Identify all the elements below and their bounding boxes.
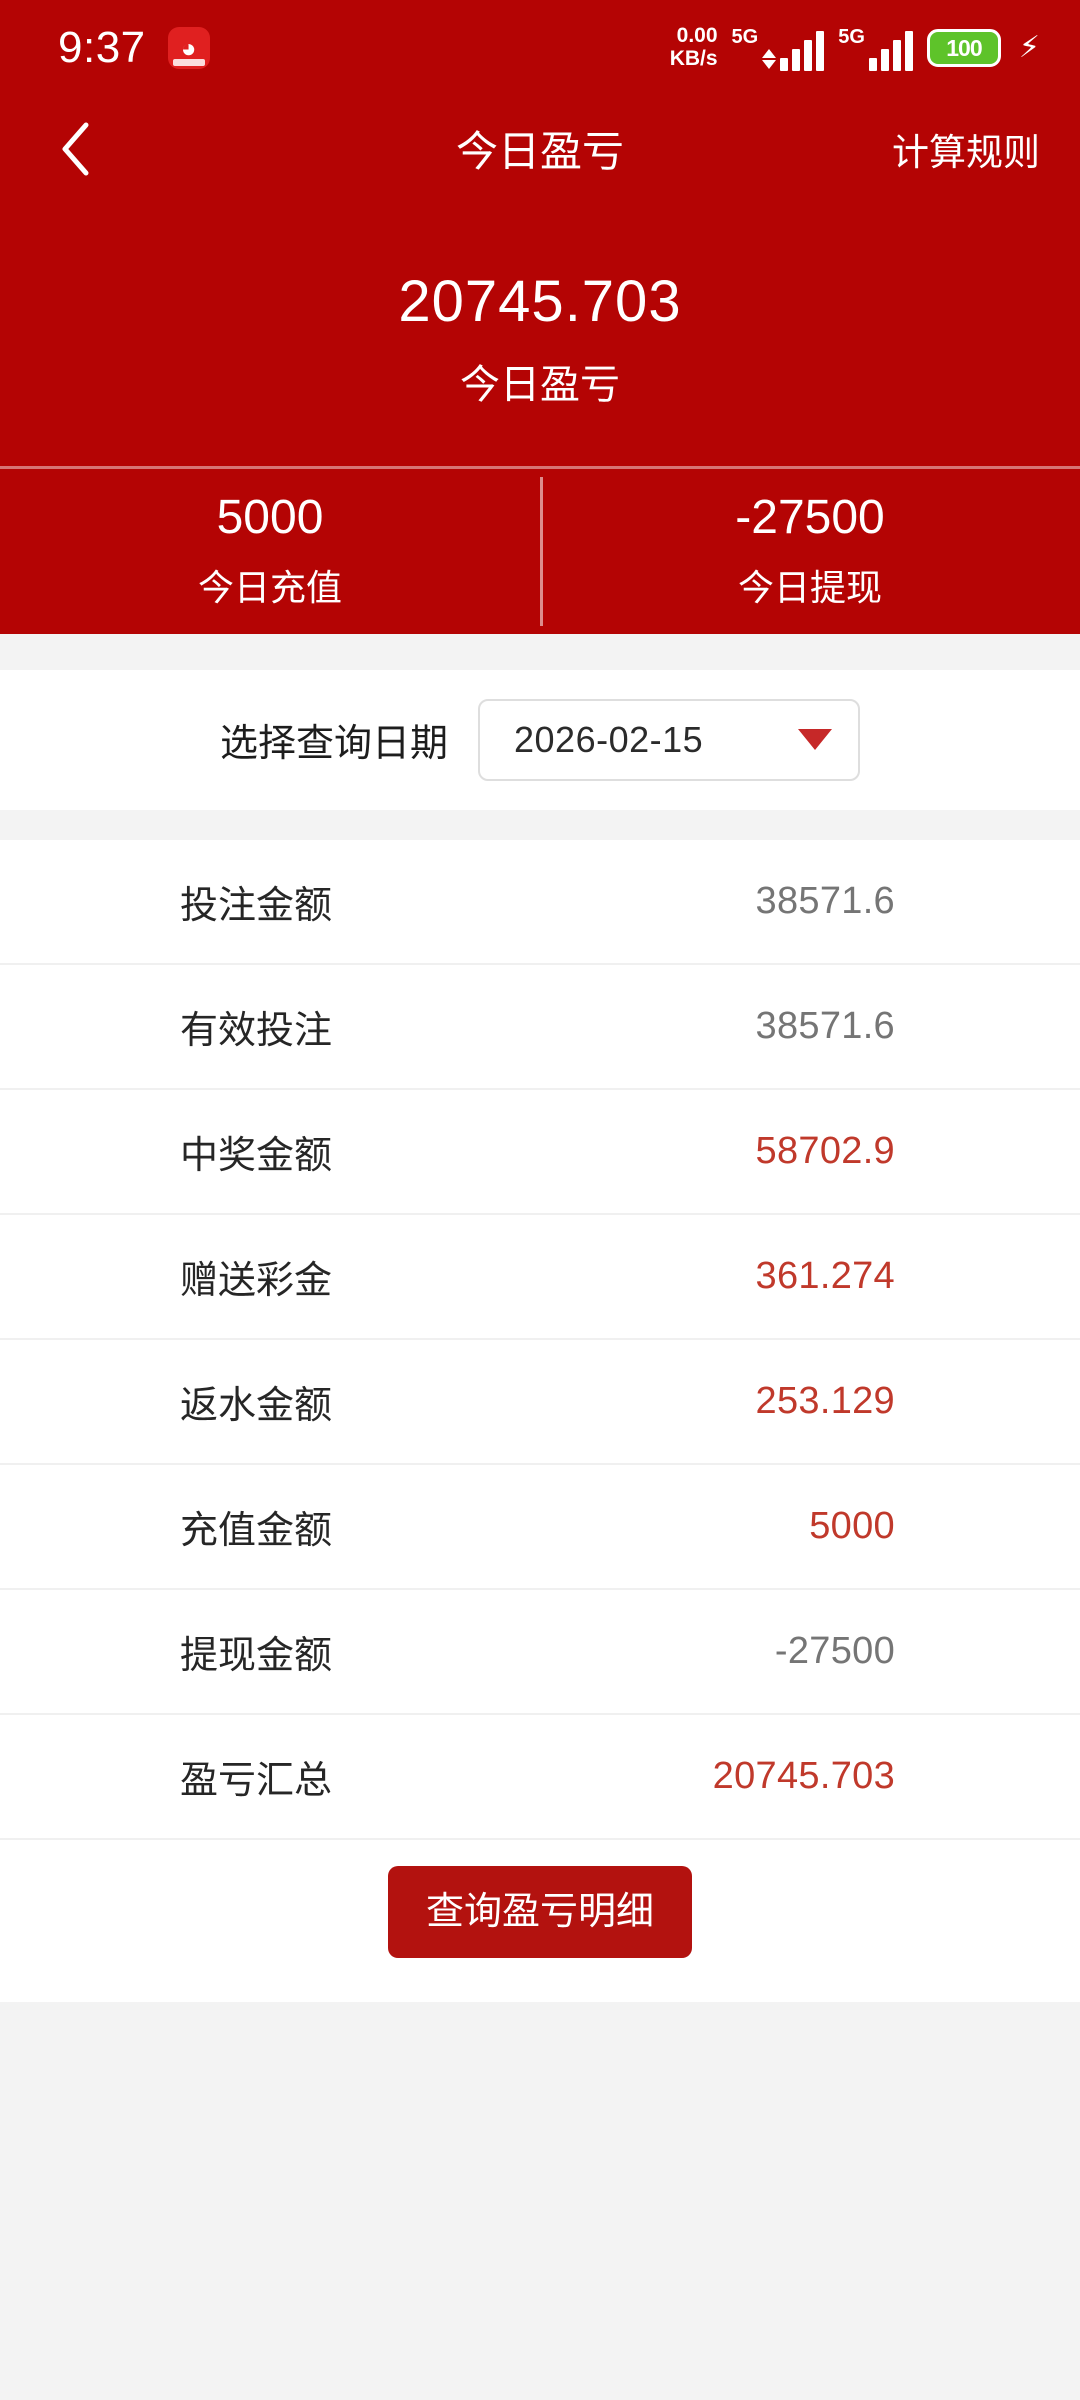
network-speed-unit: KB/s: [669, 47, 718, 70]
red-header-region: 9:37 ◕ 0.00 KB/s 5G: [0, 0, 1080, 634]
signal-bars-icon-2: [868, 30, 913, 71]
detail-list: 投注金额 38571.6 有效投注 38571.6 中奖金额 58702.9 赠…: [0, 839, 1080, 2002]
stat-label: 今日充值: [197, 566, 342, 608]
table-row: 充值金额 5000: [0, 1465, 1080, 1590]
stat-cell-deposit: 5000 今日充值: [0, 469, 540, 634]
signal-bar-2: [880, 48, 889, 71]
table-row: 中奖金额 58702.9: [0, 1090, 1080, 1215]
signal-bar-4: [904, 30, 913, 71]
calculation-rules-button[interactable]: 计算规则: [892, 131, 1040, 173]
status-clock: 9:37: [58, 23, 146, 72]
arrow-down-icon: [762, 59, 777, 69]
action-area: 查询盈亏明细: [0, 1839, 1080, 2002]
table-row: 有效投注 38571.6: [0, 965, 1080, 1090]
query-detail-button[interactable]: 查询盈亏明细: [387, 1865, 692, 1958]
stat-cell-withdraw: -27500 今日提现: [540, 469, 1080, 634]
signal-bar-1: [868, 57, 877, 71]
signal-bar-3: [892, 39, 901, 71]
row-value: 38571.6: [755, 879, 895, 922]
row-label: 投注金额: [180, 884, 333, 927]
row-label: 盈亏汇总: [180, 1759, 333, 1802]
status-bar-left: 9:37 ◕: [58, 23, 210, 73]
hero-amount: 20745.703: [398, 269, 682, 334]
status-bar-right: 0.00 KB/s 5G: [670, 25, 1040, 71]
date-select[interactable]: 2026-02-15: [478, 698, 860, 781]
signal-bar-4: [816, 30, 825, 71]
row-value: 5000: [809, 1504, 895, 1547]
app-badge-glyph: ◕: [180, 33, 197, 63]
app-badge-bar: [172, 59, 205, 66]
sim1-network-label: 5G: [731, 25, 759, 48]
signal-bar-2: [792, 48, 801, 71]
network-speed-value: 0.00: [676, 24, 718, 48]
signal-bar-1: [780, 57, 789, 71]
row-label: 充值金额: [180, 1509, 333, 1552]
row-value: 20745.703: [712, 1754, 895, 1797]
row-label: 赠送彩金: [180, 1259, 333, 1302]
network-speed-indicator: 0.00 KB/s: [670, 25, 718, 70]
signal-bars-icon: [780, 30, 825, 71]
row-label: 中奖金额: [180, 1134, 333, 1177]
row-value: 38571.6: [755, 1004, 895, 1047]
battery-percent-label: 100: [946, 34, 982, 61]
row-label: 提现金额: [180, 1634, 333, 1677]
sim2-signal-indicator: 5G: [838, 26, 913, 71]
stat-value: -27500: [735, 490, 885, 544]
table-row: 盈亏汇总 20745.703: [0, 1715, 1080, 1840]
app-badge-icon: ◕: [167, 27, 210, 69]
today-stats-row: 5000 今日充值 -27500 今日提现: [0, 465, 1080, 634]
section-gap-top: [0, 633, 1080, 670]
caret-down-icon: [798, 729, 832, 751]
lightning-bolt-icon: ⚡: [1018, 31, 1040, 64]
signal-bar-3: [804, 39, 813, 71]
date-picker-label: 选择查询日期: [219, 723, 448, 766]
table-row: 返水金额 253.129: [0, 1340, 1080, 1465]
row-label: 返水金额: [180, 1384, 333, 1427]
date-picker-card: 选择查询日期 2026-02-15: [0, 669, 1080, 810]
status-bar: 9:37 ◕ 0.00 KB/s 5G: [0, 0, 1080, 96]
row-value: -27500: [774, 1629, 895, 1672]
row-label: 有效投注: [180, 1009, 333, 1052]
row-value: 253.129: [755, 1379, 895, 1422]
stat-value: 5000: [216, 490, 324, 544]
table-row: 提现金额 -27500: [0, 1590, 1080, 1715]
table-row: 投注金额 38571.6: [0, 840, 1080, 965]
stat-label: 今日提现: [737, 566, 882, 608]
battery-icon: 100: [926, 29, 1001, 67]
hero-label: 今日盈亏: [460, 362, 620, 407]
section-gap-middle: [0, 809, 1080, 840]
table-row: 赠送彩金 361.274: [0, 1215, 1080, 1340]
arrow-up-icon: [762, 48, 777, 58]
date-select-value: 2026-02-15: [514, 718, 704, 760]
sim2-network-label: 5G: [838, 25, 865, 48]
row-value: 361.274: [755, 1254, 895, 1297]
chevron-left-icon: [62, 122, 89, 175]
back-button[interactable]: [40, 114, 110, 184]
row-value: 58702.9: [755, 1129, 895, 1172]
data-transfer-arrows-icon: [762, 48, 777, 69]
hero-summary: 20745.703 今日盈亏: [0, 201, 1080, 466]
nav-bar: 今日盈亏 计算规则: [0, 96, 1080, 201]
sim1-signal-indicator: 5G: [732, 26, 825, 71]
